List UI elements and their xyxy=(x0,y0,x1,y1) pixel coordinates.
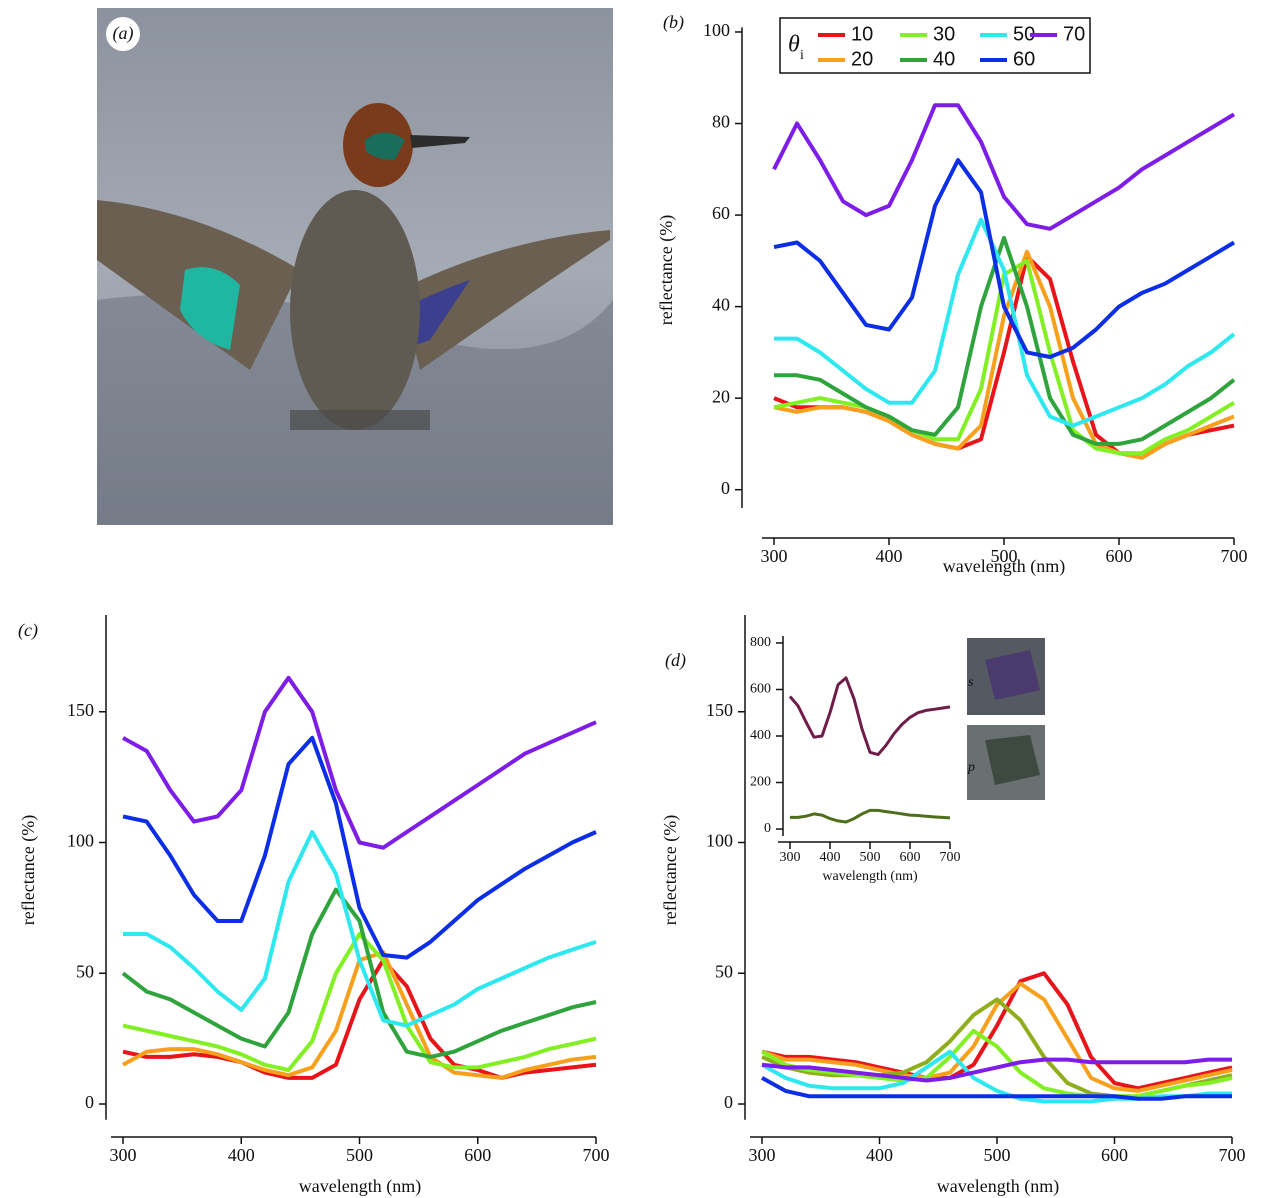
series-line xyxy=(774,217,1236,428)
x-axis-title: wavelength (nm) xyxy=(937,1176,1059,1197)
series-line xyxy=(122,950,597,1080)
series-line xyxy=(761,971,1233,1091)
x-tick-label: 600 xyxy=(900,850,921,865)
y-tick-label: 50 xyxy=(76,961,94,981)
x-axis-title: wavelength (nm) xyxy=(943,556,1065,577)
x-tick-label: 700 xyxy=(583,1145,610,1165)
series-line xyxy=(122,735,597,960)
y-tick-label: 80 xyxy=(712,112,730,132)
legend-title: θ xyxy=(788,32,800,58)
y-tick-label: 50 xyxy=(715,961,733,981)
x-tick-label: 600 xyxy=(464,1145,491,1165)
x-tick-label: 300 xyxy=(110,1145,137,1165)
series-line xyxy=(122,958,597,1080)
series-line xyxy=(122,932,597,1072)
y-tick-label: 400 xyxy=(750,728,771,743)
x-tick-label: 700 xyxy=(940,850,961,865)
series-line xyxy=(122,675,597,850)
legend-label: 30 xyxy=(933,23,955,45)
y-tick-label: 0 xyxy=(724,1092,733,1112)
x-tick-label: 300 xyxy=(749,1145,776,1165)
x-axis-title: wavelength (nm) xyxy=(299,1176,421,1197)
x-tick-label: 400 xyxy=(820,850,841,865)
y-tick-label: 150 xyxy=(706,700,733,720)
x-tick-label: 400 xyxy=(876,546,903,566)
y-axis-title: reflectance (%) xyxy=(660,815,681,925)
photo: (a) xyxy=(97,8,613,525)
y-tick-label: 800 xyxy=(750,635,771,650)
y-tick-label: 100 xyxy=(67,831,94,851)
x-tick-label: 700 xyxy=(1219,1145,1246,1165)
x-tick-label: 500 xyxy=(860,850,881,865)
series-line xyxy=(761,1076,1232,1101)
y-tick-label: 200 xyxy=(750,775,771,790)
photo-label: (a) xyxy=(113,23,134,44)
series-line xyxy=(790,808,951,824)
legend-label: 70 xyxy=(1063,23,1085,45)
series-line xyxy=(761,981,1233,1093)
legend-box xyxy=(779,17,1091,74)
legend-label: 40 xyxy=(933,48,955,70)
series-line xyxy=(761,1028,1233,1099)
y-tick-label: 150 xyxy=(67,700,94,720)
y-tick-label: 20 xyxy=(712,386,730,406)
legend-title-subscript: i xyxy=(800,48,804,63)
series-line xyxy=(123,830,597,1028)
y-tick-label: 60 xyxy=(712,203,730,223)
series-line xyxy=(761,1057,1232,1083)
series-line xyxy=(772,103,1236,231)
curve-label: s xyxy=(968,675,974,690)
x-tick-label: 600 xyxy=(1106,546,1133,566)
series-line xyxy=(773,158,1236,359)
series-line xyxy=(788,676,951,757)
x-axis-title: wavelength (nm) xyxy=(822,869,918,884)
x-tick-label: 500 xyxy=(991,546,1018,566)
panel-label: (d) xyxy=(665,650,686,671)
x-tick-label: 700 xyxy=(1221,546,1248,566)
y-tick-label: 0 xyxy=(85,1092,94,1112)
x-tick-label: 300 xyxy=(780,850,801,865)
x-tick-label: 400 xyxy=(228,1145,255,1165)
y-tick-label: 100 xyxy=(706,831,733,851)
panel-label: (b) xyxy=(663,12,684,33)
legend-label: 10 xyxy=(851,23,873,45)
y-tick-label: 0 xyxy=(721,478,730,498)
x-tick-label: 400 xyxy=(866,1145,893,1165)
y-tick-label: 600 xyxy=(750,682,771,697)
x-tick-label: 500 xyxy=(984,1145,1011,1165)
legend-label: 20 xyxy=(851,48,873,70)
inset-photos xyxy=(967,638,1045,800)
curve-label: p xyxy=(967,760,975,775)
y-axis-title: reflectance (%) xyxy=(656,215,677,325)
y-axis-title: reflectance (%) xyxy=(18,815,39,925)
legend-label: 60 xyxy=(1013,48,1035,70)
panel-label: (c) xyxy=(18,620,38,641)
legend-label: 50 xyxy=(1013,23,1035,45)
series-line xyxy=(773,249,1235,460)
x-tick-label: 300 xyxy=(761,546,788,566)
x-tick-label: 500 xyxy=(346,1145,373,1165)
y-tick-label: 0 xyxy=(764,821,771,836)
series-line xyxy=(774,235,1236,446)
y-tick-label: 100 xyxy=(703,20,730,40)
x-tick-label: 600 xyxy=(1101,1145,1128,1165)
y-tick-label: 40 xyxy=(712,295,730,315)
series-line xyxy=(121,887,597,1059)
